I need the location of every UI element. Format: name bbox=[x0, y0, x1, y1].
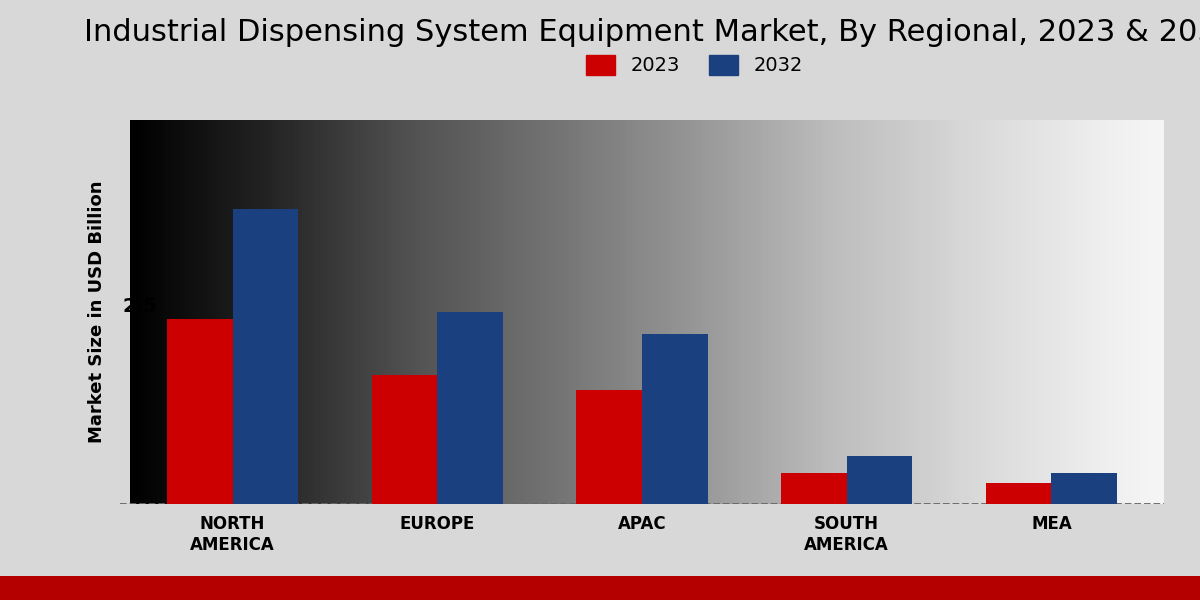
Bar bbox=[781, 473, 847, 504]
Bar bbox=[642, 334, 708, 504]
Bar bbox=[167, 319, 233, 504]
Bar bbox=[233, 209, 298, 504]
Text: Industrial Dispensing System Equipment Market, By Regional, 2023 & 2032: Industrial Dispensing System Equipment M… bbox=[84, 18, 1200, 47]
Bar bbox=[576, 389, 642, 504]
Bar bbox=[986, 484, 1051, 504]
Bar bbox=[1051, 473, 1117, 504]
Bar bbox=[437, 312, 503, 504]
Bar bbox=[372, 375, 437, 504]
Bar bbox=[847, 456, 912, 504]
Text: 2.5: 2.5 bbox=[122, 296, 157, 316]
Legend: 2023, 2032: 2023, 2032 bbox=[576, 45, 812, 85]
Y-axis label: Market Size in USD Billion: Market Size in USD Billion bbox=[88, 181, 106, 443]
